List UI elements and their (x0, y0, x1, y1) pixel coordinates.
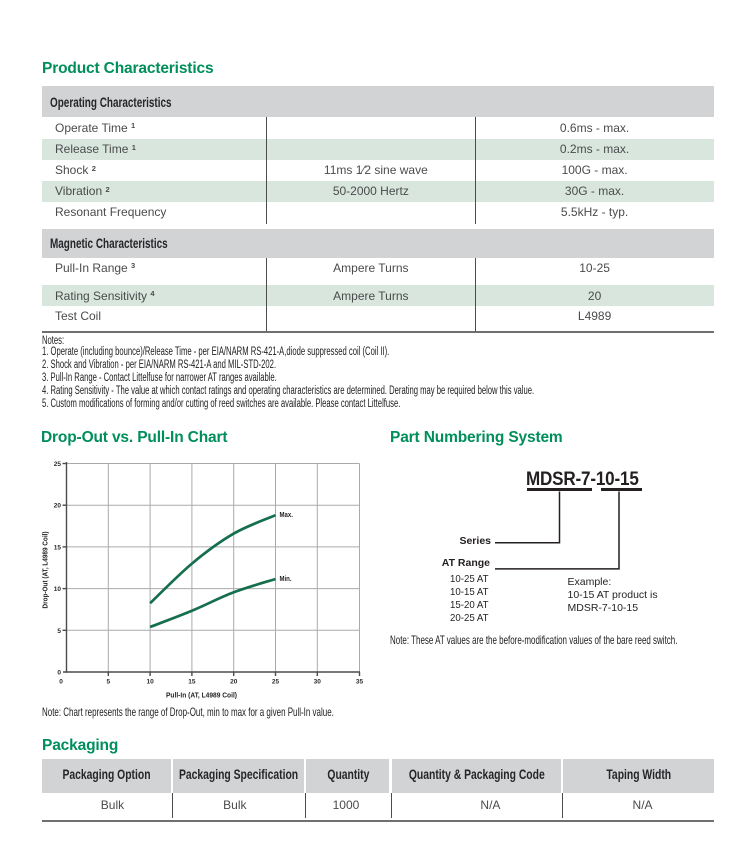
svg-text:15: 15 (188, 679, 196, 686)
svg-text:Max.: Max. (280, 512, 293, 519)
svg-text:Min.: Min. (280, 576, 292, 583)
svg-text:10: 10 (146, 679, 154, 686)
svg-text:20: 20 (230, 679, 238, 686)
svg-text:0: 0 (59, 679, 63, 686)
svg-text:30: 30 (314, 679, 322, 686)
svg-text:Pull-In (AT, L4989 Coil): Pull-In (AT, L4989 Coil) (166, 691, 238, 700)
svg-text:Drop-Out (AT, L4989 Coil): Drop-Out (AT, L4989 Coil) (41, 531, 50, 609)
svg-text:10: 10 (54, 586, 62, 593)
svg-text:15: 15 (54, 544, 62, 551)
svg-text:5: 5 (106, 679, 110, 686)
svg-text:5: 5 (57, 628, 61, 635)
svg-text:25: 25 (54, 461, 62, 468)
svg-text:35: 35 (356, 679, 364, 686)
svg-text:0: 0 (57, 670, 61, 677)
svg-text:20: 20 (54, 503, 62, 510)
svg-text:25: 25 (272, 679, 280, 686)
